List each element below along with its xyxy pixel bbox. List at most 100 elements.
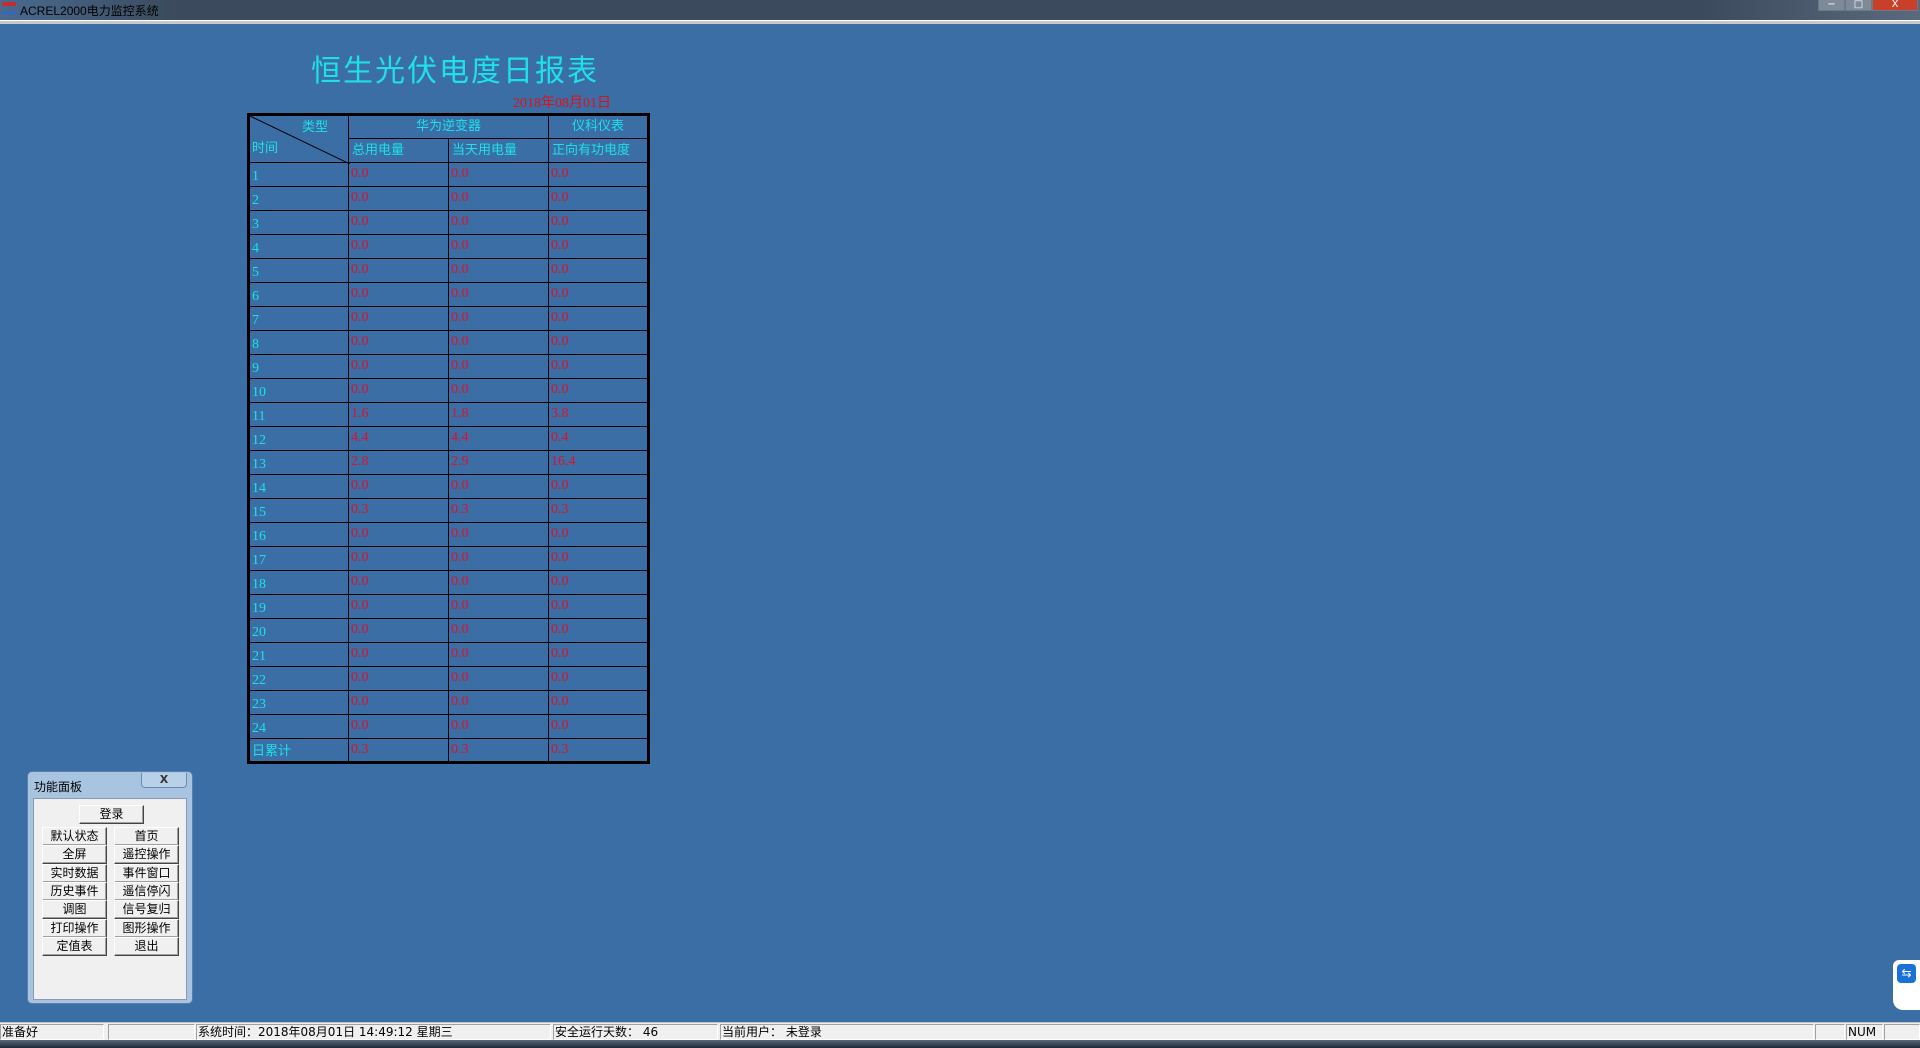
app-icon (2, 2, 16, 14)
time-cell: 17 (248, 546, 349, 571)
active-energy-cell: 0.0 (548, 234, 649, 259)
report-title: 恒生光伏电度日报表 (311, 54, 599, 89)
time-label: 时间 (252, 141, 279, 156)
active-energy-cell: 0.0 (548, 282, 649, 307)
panel-button[interactable]: 全屏 (42, 845, 107, 865)
panel-button[interactable]: 图形操作 (114, 918, 179, 938)
daily-energy-cell: 0.0 (448, 306, 549, 331)
panel-button[interactable]: 历史事件 (42, 881, 107, 901)
panel-button[interactable]: 首页 (114, 827, 179, 846)
table-row: 4 0.0 0.0 0.0 (248, 234, 649, 259)
daily-energy-cell: 2.9 (448, 450, 549, 475)
active-energy-cell: 0.0 (548, 186, 649, 211)
time-cell: 7 (248, 306, 349, 331)
total-energy-cell: 1.6 (348, 402, 449, 427)
table-row: 15 0.3 0.3 0.3 (248, 498, 649, 523)
daily-energy-cell: 0.3 (448, 498, 549, 523)
teamviewer-icon[interactable]: ⇆ (1893, 960, 1920, 1010)
total-energy-cell: 0.0 (348, 546, 449, 571)
daily-energy-cell: 0.0 (448, 330, 549, 355)
daily-energy-cell: 0.0 (448, 546, 549, 571)
time-cell: 13 (248, 450, 349, 475)
menu-separator (0, 20, 1920, 24)
status-scroll (1884, 1024, 1920, 1040)
panel-button[interactable]: 遥控操作 (114, 845, 179, 865)
time-cell: 18 (248, 570, 349, 595)
maximize-button[interactable]: □ (1845, 0, 1872, 11)
time-cell: 10 (248, 378, 349, 403)
minimize-button[interactable]: − (1818, 0, 1845, 11)
daily-energy-cell: 0.0 (448, 210, 549, 235)
report-canvas: 恒生光伏电度日报表 2018年08月01日 类型 时间 华为逆变器 仪科仪表 总… (0, 24, 1920, 1022)
close-button[interactable]: X (1872, 0, 1918, 11)
daily-energy-cell: 0.3 (448, 738, 549, 763)
panel-button[interactable]: 定值表 (42, 936, 107, 956)
panel-button[interactable]: 实时数据 (42, 863, 107, 883)
table-row: 12 4.4 4.4 0.4 (248, 426, 649, 451)
time-cell: 24 (248, 714, 349, 739)
total-energy-cell: 0.0 (348, 354, 449, 379)
panel-title: 功能面板 (34, 780, 83, 794)
panel-button[interactable]: 退出 (114, 936, 179, 956)
daily-energy-cell: 0.0 (448, 354, 549, 379)
active-energy-cell: 0.0 (548, 546, 649, 571)
time-cell: 1 (248, 162, 349, 187)
active-energy-cell: 0.0 (548, 330, 649, 355)
panel-button[interactable]: 遥信停闪 (114, 881, 179, 901)
time-cell: 9 (248, 354, 349, 379)
total-energy-cell: 0.0 (348, 330, 449, 355)
panel-close-button[interactable]: X (141, 773, 187, 788)
daily-energy-cell: 0.0 (448, 618, 549, 643)
table-row: 14 0.0 0.0 0.0 (248, 474, 649, 499)
active-energy-cell: 0.0 (548, 594, 649, 619)
time-cell: 3 (248, 210, 349, 235)
panel-button[interactable]: 打印操作 (42, 918, 107, 938)
daily-energy-cell: 0.0 (448, 690, 549, 715)
type-label: 类型 (301, 120, 328, 135)
daily-energy-cell: 0.0 (448, 162, 549, 187)
login-button[interactable]: 登录 (79, 805, 144, 824)
time-cell: 14 (248, 474, 349, 499)
time-cell: 6 (248, 282, 349, 307)
panel-button[interactable]: 信号复归 (114, 900, 179, 920)
panel-button[interactable]: 事件窗口 (114, 863, 179, 883)
window-title: ACREL2000电力监控系统 (20, 4, 159, 18)
time-cell: 16 (248, 522, 349, 547)
active-energy-cell: 0.0 (548, 690, 649, 715)
time-cell: 22 (248, 666, 349, 691)
active-energy-cell: 0.0 (548, 162, 649, 187)
table-row: 20 0.0 0.0 0.0 (248, 618, 649, 643)
time-cell: 19 (248, 594, 349, 619)
table-row: 23 0.0 0.0 0.0 (248, 690, 649, 715)
table-row: 9 0.0 0.0 0.0 (248, 354, 649, 379)
group-header-huawei: 华为逆变器 (348, 114, 549, 139)
total-energy-cell: 0.0 (348, 690, 449, 715)
time-cell: 20 (248, 618, 349, 643)
active-energy-cell: 0.0 (548, 522, 649, 547)
title-bar: ACREL2000电力监控系统 − □ X (0, 0, 1920, 20)
report-date: 2018年08月01日 (513, 96, 611, 111)
total-energy-cell: 0.0 (348, 378, 449, 403)
active-energy-cell: 0.0 (548, 570, 649, 595)
time-cell: 21 (248, 642, 349, 667)
active-energy-cell: 0.0 (548, 474, 649, 499)
total-energy-cell: 0.0 (348, 306, 449, 331)
daily-energy-cell: 0.0 (448, 186, 549, 211)
daily-energy-cell: 0.0 (448, 666, 549, 691)
diagonal-header-cell: 类型 时间 (248, 114, 350, 164)
subheader-row: 总用电量 当天用电量 正向有功电度 (249, 138, 649, 163)
daily-energy-cell: 4.4 (448, 426, 549, 451)
status-ready: 准备好 (0, 1024, 104, 1040)
total-energy-cell: 0.0 (348, 618, 449, 643)
total-energy-cell: 0.0 (348, 234, 449, 259)
time-cell: 日累计 (248, 738, 349, 763)
panel-button[interactable]: 调图 (42, 900, 107, 920)
status-num: NUM (1846, 1024, 1883, 1040)
active-energy-cell: 0.0 (548, 642, 649, 667)
status-bar: 准备好 系统时间：2018年08月01日 14:49:12 星期三 安全运行天数… (0, 1022, 1920, 1040)
col-header-daily: 当天用电量 (448, 138, 549, 163)
panel-button[interactable]: 默认状态 (42, 827, 107, 846)
total-energy-cell: 0.0 (348, 210, 449, 235)
daily-energy-cell: 0.0 (448, 714, 549, 739)
active-energy-cell: 0.0 (548, 666, 649, 691)
